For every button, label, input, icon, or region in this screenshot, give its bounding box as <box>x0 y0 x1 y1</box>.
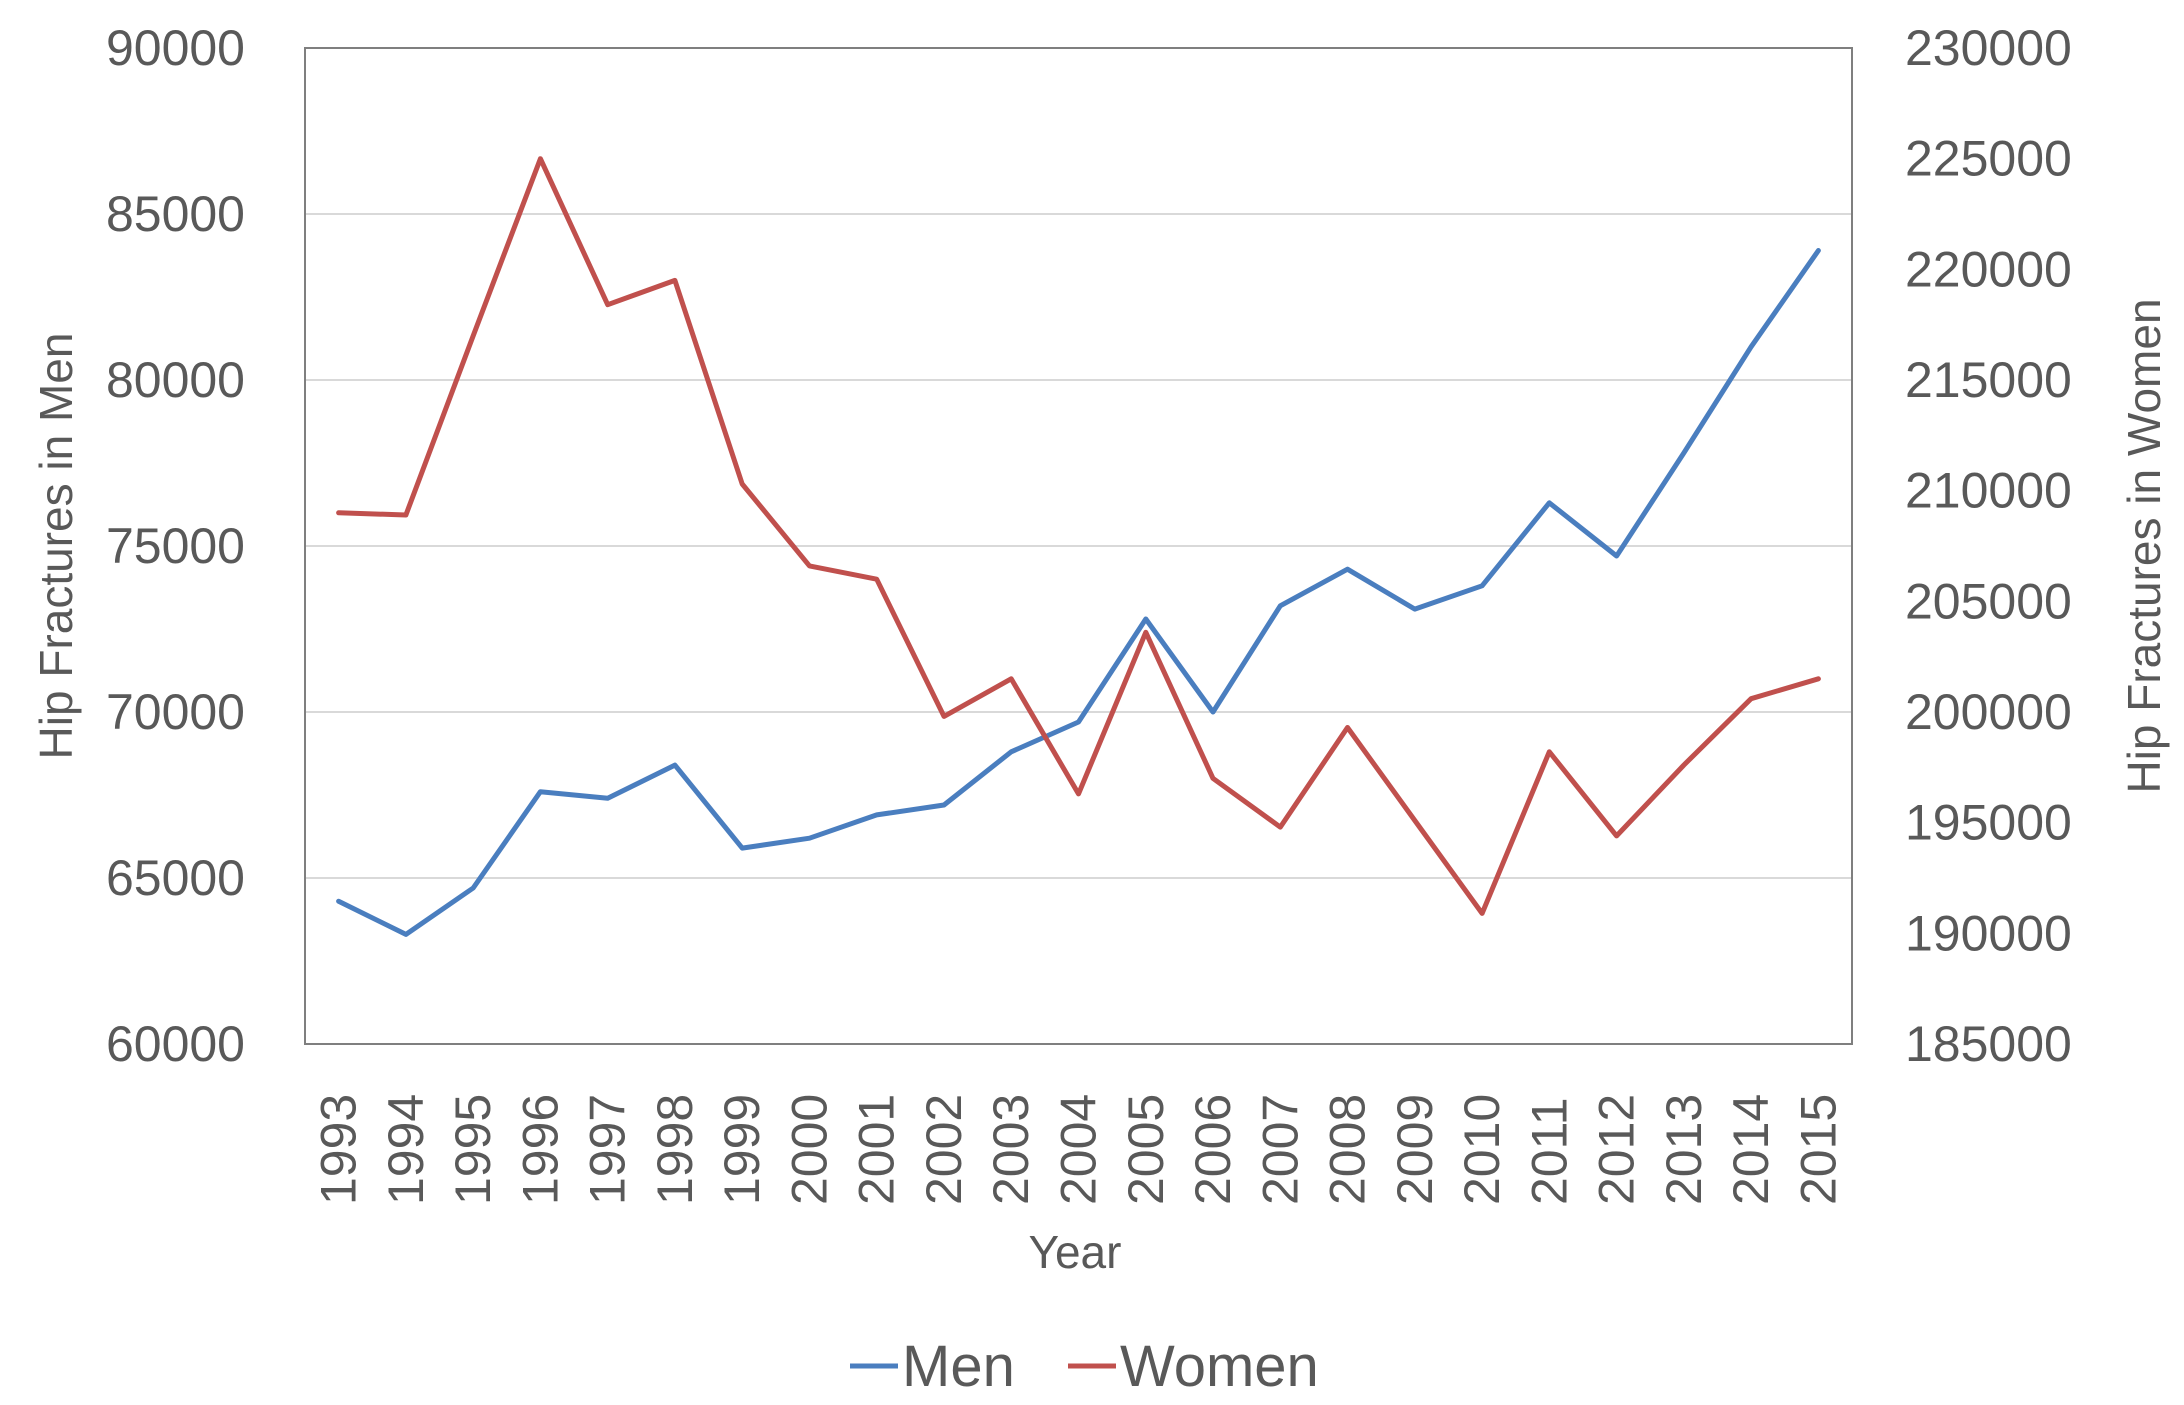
series-layer <box>336 156 1821 937</box>
y-tick-label-right: 190000 <box>1905 905 2072 961</box>
legend-label-women: Women <box>1120 1334 1319 1399</box>
series-line-men <box>336 248 1821 937</box>
x-tick-label: 2001 <box>849 1094 905 1205</box>
y-tick-label-right: 210000 <box>1905 463 2072 519</box>
y-tick-label-left: 65000 <box>106 850 245 906</box>
y-tick-label-left: 80000 <box>106 352 245 408</box>
y-tick-label-right: 200000 <box>1905 684 2072 740</box>
x-tick-label: 2014 <box>1723 1094 1779 1205</box>
x-tick-label: 2003 <box>983 1094 1039 1205</box>
y-tick-label-right: 225000 <box>1905 131 2072 187</box>
x-tick-label: 2005 <box>1118 1094 1174 1205</box>
x-tick-label: 2011 <box>1521 1097 1577 1205</box>
x-tick-label: 1996 <box>512 1094 568 1205</box>
y-axis-left-title: Hip Fractures in Men <box>30 333 82 760</box>
y-tick-label-left: 60000 <box>106 1016 245 1072</box>
x-tick-label: 2007 <box>1252 1094 1308 1205</box>
x-tick-label: 1997 <box>580 1094 636 1205</box>
plot-area-border <box>304 47 1853 1045</box>
y-tick-label-left: 75000 <box>106 518 245 574</box>
x-tick-label: 2010 <box>1454 1094 1510 1205</box>
y-tick-label-right: 205000 <box>1905 573 2072 629</box>
x-tick-label: 1994 <box>378 1094 434 1205</box>
x-tick-label: 2002 <box>916 1094 972 1205</box>
y-tick-label-right: 215000 <box>1905 352 2072 408</box>
x-axis-ticks: 1993 1994 1995 1996 1997 1998 1999 2000 2001 2002… <box>311 1094 1847 1205</box>
y-tick-label-right: 230000 <box>1905 20 2072 76</box>
x-axis-title: Year <box>1029 1226 1122 1278</box>
x-tick-label: 2004 <box>1051 1094 1107 1205</box>
x-tick-label: 2000 <box>781 1094 837 1205</box>
x-tick-label: 1995 <box>445 1094 501 1205</box>
y-tick-label-left: 85000 <box>106 186 245 242</box>
y-tick-label-right: 195000 <box>1905 795 2072 851</box>
series-line-women <box>336 156 1821 916</box>
y-tick-label-left: 90000 <box>106 20 245 76</box>
x-tick-label: 1998 <box>647 1094 703 1205</box>
x-tick-label: 2012 <box>1589 1094 1645 1205</box>
legend-label-men: Men <box>902 1334 1015 1399</box>
y-tick-label-left: 70000 <box>106 684 245 740</box>
x-tick-label: 2006 <box>1185 1094 1241 1205</box>
x-tick-label: 1999 <box>714 1094 770 1205</box>
gridlines <box>305 213 1852 879</box>
x-tick-label: 1993 <box>311 1094 367 1205</box>
y-axis-left-ticks: 60000 65000 70000 75000 80000 85000 90000 <box>106 20 245 1072</box>
y-tick-label-right: 185000 <box>1905 1016 2072 1072</box>
x-tick-label: 2015 <box>1790 1094 1846 1205</box>
x-tick-label: 2013 <box>1656 1094 1712 1205</box>
legend: Men Women <box>850 1334 1319 1399</box>
y-axis-right-title: Hip Fractures in Women <box>2118 298 2170 793</box>
x-tick-label: 2008 <box>1320 1094 1376 1205</box>
y-axis-right-ticks: 185000 190000 195000 200000 205000 210000 2150… <box>1905 20 2072 1072</box>
y-tick-label-right: 220000 <box>1905 241 2072 297</box>
x-tick-label: 2009 <box>1387 1094 1443 1205</box>
